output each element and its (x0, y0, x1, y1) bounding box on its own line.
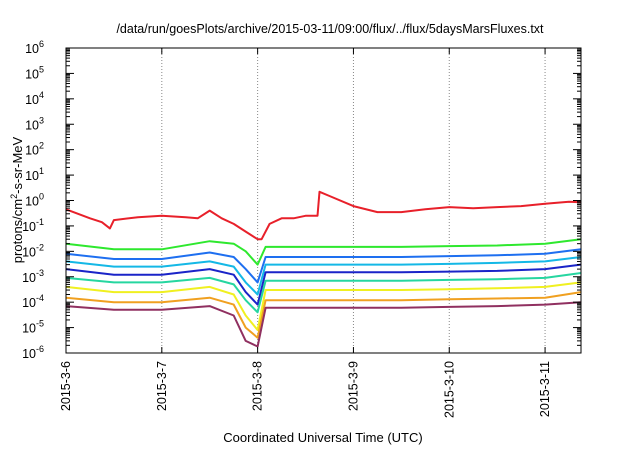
series-line-7 (65, 281, 582, 331)
y-tick-label: 103 (25, 115, 44, 132)
y-tick-label: 10-4 (22, 293, 44, 310)
series-line-1 (65, 190, 582, 241)
y-tick-label: 104 (25, 90, 44, 107)
y-axis-title-main: protons/cm (10, 199, 25, 263)
x-axis-title: Coordinated Universal Time (UTC) (223, 430, 422, 445)
series-lines (65, 190, 582, 348)
y-tick-label: 106 (25, 39, 44, 56)
y-axis-title: protons/cm2-s-sr-MeV (9, 136, 25, 263)
x-tick-label: 2015-3-7 (155, 361, 169, 411)
x-tick-label: 2015-3-10 (442, 361, 456, 418)
y-tick-label: 10-6 (22, 344, 44, 361)
y-tick-label: 10-5 (22, 319, 44, 336)
y-tick-label: 105 (25, 64, 44, 81)
series-line-5 (65, 263, 582, 306)
y-tick-label: 10-2 (22, 242, 44, 259)
y-tick-label: 10-3 (22, 268, 44, 285)
y-tick-label: 101 (25, 166, 44, 183)
x-tick-label: 2015-3-11 (538, 361, 552, 417)
x-tick-label: 2015-3-6 (59, 361, 73, 411)
chart-title: /data/run/goesPlots/archive/2015-03-11/0… (116, 22, 544, 36)
y-axis-title-rest: -s-sr-MeV (10, 136, 25, 193)
series-line-3 (65, 248, 582, 284)
series-line-8 (65, 291, 582, 339)
series-line-6 (65, 272, 582, 314)
y-tick-label: 102 (25, 141, 44, 158)
y-tick-label: 10-1 (22, 217, 44, 234)
y-axis-ticks: 10-6 10-5 10-4 10-3 10-2 10-1 100 101 102 103 104 1… (22, 39, 581, 361)
y-tick-label: 100 (25, 192, 44, 209)
x-axis-ticks: 2015-3-6 2015-3-7 2015-3-8 2015-3-9 2015-3-1… (59, 48, 552, 418)
series-line-2 (65, 238, 582, 266)
x-tick-label: 2015-3-8 (251, 361, 265, 411)
y-axis-title-sup: 2 (9, 194, 19, 199)
x-tick-label: 2015-3-9 (346, 361, 360, 411)
series-line-9 (65, 301, 582, 348)
series-line-4 (65, 256, 582, 296)
